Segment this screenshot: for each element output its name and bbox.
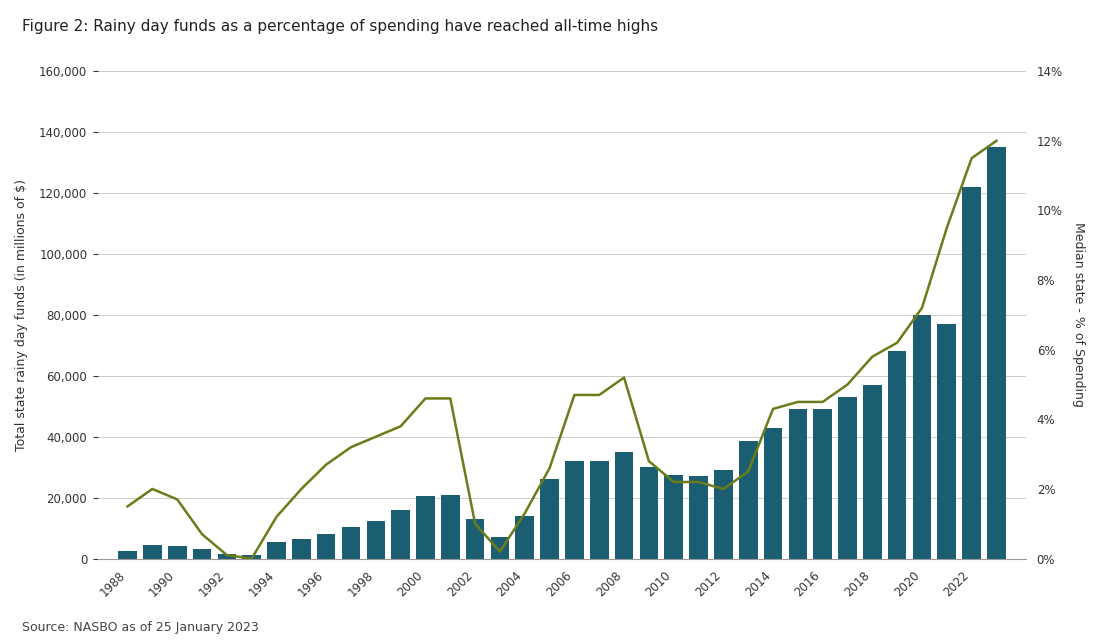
Bar — [292, 539, 310, 559]
Bar — [789, 410, 807, 559]
Bar — [664, 475, 683, 559]
Bar — [143, 545, 162, 559]
Bar — [838, 397, 857, 559]
Bar — [937, 324, 956, 559]
Bar — [615, 452, 634, 559]
Bar — [366, 520, 385, 559]
Bar — [813, 410, 832, 559]
Bar — [639, 467, 658, 559]
Bar — [987, 147, 1005, 559]
Bar — [267, 542, 286, 559]
Bar — [416, 496, 434, 559]
Y-axis label: Total state rainy day funds (in millions of $): Total state rainy day funds (in millions… — [15, 179, 28, 451]
Bar — [888, 351, 906, 559]
Bar — [763, 428, 782, 559]
Bar — [565, 461, 584, 559]
Bar — [690, 476, 708, 559]
Bar — [714, 470, 733, 559]
Bar — [516, 516, 535, 559]
Bar — [465, 519, 484, 559]
Bar — [913, 315, 932, 559]
Text: Figure 2: Rainy day funds as a percentage of spending have reached all-time high: Figure 2: Rainy day funds as a percentag… — [22, 19, 658, 34]
Bar — [392, 510, 410, 559]
Bar — [590, 461, 608, 559]
Bar — [739, 442, 758, 559]
Bar — [242, 555, 261, 559]
Bar — [218, 554, 236, 559]
Bar — [962, 187, 981, 559]
Bar — [491, 537, 509, 559]
Bar — [192, 549, 211, 559]
Bar — [119, 551, 136, 559]
Bar — [342, 527, 361, 559]
Y-axis label: Median state - % of Spending: Median state - % of Spending — [1072, 223, 1085, 407]
Bar — [317, 534, 336, 559]
Text: Source: NASBO as of 25 January 2023: Source: NASBO as of 25 January 2023 — [22, 621, 258, 634]
Bar — [441, 495, 460, 559]
Bar — [540, 479, 559, 559]
Bar — [168, 546, 187, 559]
Bar — [864, 385, 881, 559]
